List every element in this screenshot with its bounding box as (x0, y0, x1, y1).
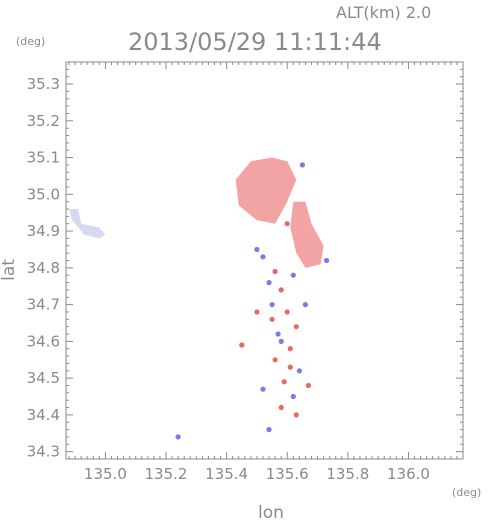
y-tick-label: 35.1 (27, 149, 60, 167)
echo-point (254, 309, 260, 315)
y-tick-label: 34.5 (27, 369, 60, 387)
x-tick-label: 135.6 (266, 465, 309, 483)
y-tick-label: 35.2 (27, 112, 60, 130)
altitude-label: ALT(km) 2.0 (336, 3, 431, 22)
tick-layer: 34.3 34.4 34.5 34.6 34.7 34.8 34.9 35.0 35.1 35.2… (27, 62, 463, 483)
echo-point (269, 302, 275, 308)
echo-point (278, 404, 284, 411)
echo-point (275, 331, 281, 337)
echo-point (254, 246, 260, 253)
y-tick-label: 35.3 (27, 75, 60, 93)
echo-point (239, 342, 245, 348)
x-tick-label: 135.4 (205, 465, 248, 483)
echo-region (69, 209, 106, 239)
y-tick-label: 34.6 (27, 332, 60, 350)
echo-point (175, 434, 181, 440)
y-tick-label: 34.8 (27, 259, 60, 277)
echo-point (260, 386, 266, 392)
echo-point (293, 324, 299, 330)
echo-point (287, 364, 293, 370)
x-unit-label: (deg) (452, 486, 481, 499)
echo-point (284, 309, 290, 315)
chart-title: 2013/05/29 11:11:44 (128, 28, 382, 56)
echo-region (235, 157, 297, 224)
echo-point (302, 302, 308, 308)
data-layer (69, 157, 330, 440)
echo-point (281, 379, 287, 385)
x-tick-label: 135.0 (84, 465, 127, 483)
echo-point (324, 257, 330, 264)
y-tick-label: 34.9 (27, 222, 60, 240)
echo-point (260, 254, 266, 260)
echo-point (266, 280, 272, 286)
echo-point (278, 287, 284, 293)
y-tick-label: 35.0 (27, 185, 60, 203)
y-axis-label: lat (0, 259, 19, 281)
echo-point (293, 412, 299, 418)
plot-frame (65, 61, 464, 460)
y-tick-label: 34.7 (27, 296, 60, 314)
echo-point (272, 357, 278, 363)
x-axis-label: lon (258, 503, 284, 521)
x-tick-label: 136.0 (387, 465, 430, 483)
echo-point (290, 393, 296, 400)
y-tick-label: 34.3 (27, 443, 60, 461)
echo-region (290, 201, 324, 268)
echo-point (278, 338, 284, 344)
echo-point (290, 272, 296, 278)
y-unit-label: (deg) (16, 35, 45, 48)
echo-point (299, 162, 305, 168)
echo-point (266, 427, 272, 433)
x-tick-label: 135.8 (326, 465, 369, 483)
echo-point (272, 268, 278, 275)
x-tick-label: 135.2 (145, 465, 188, 483)
echo-point (284, 221, 290, 227)
echo-point (269, 316, 275, 322)
y-tick-label: 34.4 (27, 406, 60, 424)
echo-point (305, 382, 311, 389)
echo-point (296, 368, 302, 374)
echo-point (287, 346, 293, 352)
